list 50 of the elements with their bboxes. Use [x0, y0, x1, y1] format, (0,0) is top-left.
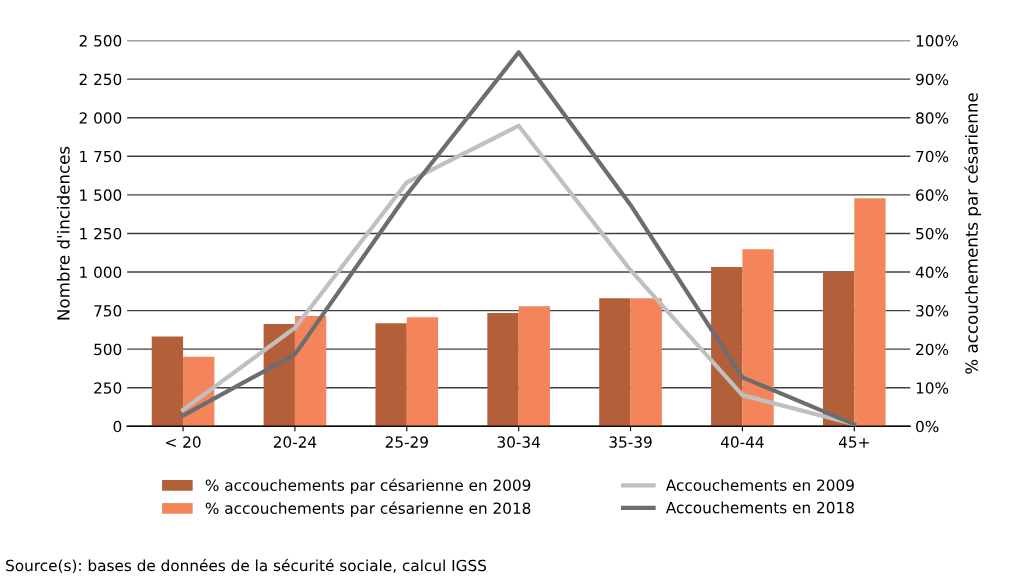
- line-series: [180, 50, 857, 427]
- bar: [151, 336, 184, 427]
- bar: [822, 271, 855, 427]
- legend-label: Accouchements en 2018: [665, 501, 854, 514]
- y-tick-label: 0: [113, 420, 122, 433]
- y2-tick-label: 80%: [916, 112, 949, 124]
- legend-label: % accouchements par césarienne en 2009: [205, 478, 531, 494]
- bar: [487, 312, 519, 427]
- bar: [375, 323, 407, 427]
- y-tick-label: 2 000: [79, 112, 122, 124]
- legend-label: % accouchements par césarienne en 2018: [205, 501, 531, 517]
- source-note: Source(s): bases de données de la sécurité sociale, calcul IGSS: [6, 558, 487, 574]
- y-tick-label: 1 500: [80, 189, 122, 201]
- y2-tick-label: 50%: [916, 227, 949, 240]
- y2-tick-label: 100%: [916, 35, 958, 47]
- y2-tick-label: 10%: [916, 382, 949, 394]
- bar: [599, 298, 631, 427]
- y-axis-title: Nombre d'incidences: [56, 146, 70, 320]
- line-series: [180, 123, 857, 427]
- bar: [854, 198, 886, 427]
- y2-tick-label: 0%: [916, 420, 939, 433]
- x-tick-label: < 20: [166, 436, 201, 448]
- y2-tick-label: 60%: [916, 189, 949, 201]
- y-tick-label: 1 000: [80, 266, 122, 279]
- y2-tick-label: 20%: [916, 343, 949, 356]
- legend-label: Accouchements en 2009: [665, 479, 854, 491]
- x-tick-label: 25-29: [385, 436, 428, 448]
- y-tick-label: 250: [94, 382, 122, 394]
- y2-tick-label: 30%: [916, 305, 949, 317]
- y2-tick-label: 90%: [916, 73, 949, 86]
- bar: [406, 317, 439, 427]
- bar: [518, 306, 550, 427]
- x-tick-label: 30-34: [497, 436, 541, 448]
- x-tick-label: 35-39: [609, 436, 652, 448]
- bar: [742, 249, 774, 427]
- bar: [711, 267, 743, 427]
- y-tick-label: 1 250: [80, 227, 122, 240]
- y-tick-label: 750: [94, 305, 122, 317]
- y2-axis-title: % accouchements par césarienne: [964, 93, 982, 374]
- y-tick-label: 2 250: [79, 73, 122, 86]
- y2-tick-label: 70%: [916, 150, 949, 163]
- y-tick-label: 1 750: [80, 150, 122, 163]
- bar: [630, 298, 662, 427]
- x-tick-label: 20-24: [273, 436, 317, 448]
- y-tick-label: 2 500: [79, 35, 122, 47]
- y2-tick-label: 40%: [915, 266, 949, 279]
- x-tick-label: 45+: [838, 436, 869, 448]
- y-tick-label: 500: [94, 343, 122, 356]
- bar: [294, 315, 327, 427]
- x-tick-label: 40-44: [720, 436, 764, 448]
